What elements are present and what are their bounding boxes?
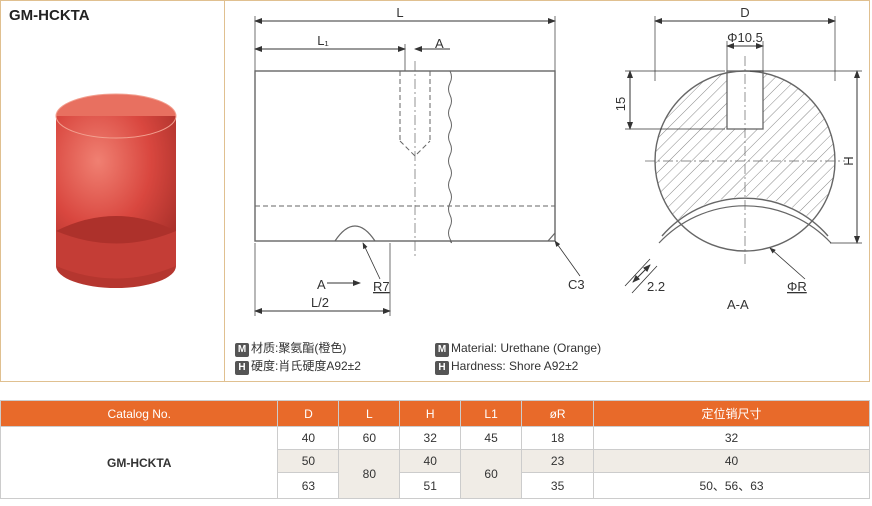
cell: 40 [594, 450, 870, 473]
dim-phiR: ΦR [787, 279, 807, 294]
section-label: A-A [727, 297, 749, 312]
cell: 18 [522, 427, 594, 450]
dim-L: L [396, 5, 403, 20]
dim-L1: L₁ [317, 33, 329, 48]
cell: 50 [278, 450, 339, 473]
table-row: GM-HCKTA 40 60 32 45 18 32 [1, 427, 870, 450]
cell: 40 [400, 450, 461, 473]
dim-C3: C3 [568, 277, 585, 292]
cell-partno: GM-HCKTA [1, 427, 278, 499]
dim-Lhalf: L/2 [311, 295, 329, 310]
th-catalog: Catalog No. [1, 401, 278, 427]
dim-H: H [841, 156, 856, 165]
cell: 80 [339, 450, 400, 499]
dim-15: 15 [613, 97, 628, 111]
dim-A-bottom: A [317, 277, 326, 292]
cell: 35 [522, 473, 594, 499]
cell: 60 [461, 450, 522, 499]
cell: 32 [400, 427, 461, 450]
cell: 40 [278, 427, 339, 450]
dim-phi105: Φ10.5 [727, 30, 763, 45]
cell: 45 [461, 427, 522, 450]
spec-table: Catalog No. D L H L1 øR 定位销尺寸 GM-HCKTA 4… [0, 400, 870, 499]
th-D: D [278, 401, 339, 427]
datasheet-frame: GM-HCKTA [0, 0, 870, 382]
tag-m-icon: M [235, 343, 249, 357]
hard-en: Hardness: Shore A92±2 [451, 359, 578, 373]
top-row: GM-HCKTA [1, 1, 869, 381]
th-oR: øR [522, 401, 594, 427]
materials-block: M材质:聚氨酯(橙色) MMaterial: Urethane (Orange)… [235, 339, 601, 375]
th-pin: 定位销尺寸 [594, 401, 870, 427]
th-H: H [400, 401, 461, 427]
product-cell: GM-HCKTA [1, 1, 225, 381]
th-L: L [339, 401, 400, 427]
dim-D: D [740, 5, 749, 20]
cell: 60 [339, 427, 400, 450]
tag-h-icon: H [235, 361, 249, 375]
th-L1: L1 [461, 401, 522, 427]
mat-en: Material: Urethane (Orange) [451, 341, 601, 355]
tag-h-icon: H [435, 361, 449, 375]
cell: 23 [522, 450, 594, 473]
dim-R7: R7 [373, 279, 390, 294]
cell: 51 [400, 473, 461, 499]
cell: 50、56、63 [594, 473, 870, 499]
cell: 63 [278, 473, 339, 499]
drawing-cell: L L₁ A [225, 1, 869, 381]
table-header-row: Catalog No. D L H L1 øR 定位销尺寸 [1, 401, 870, 427]
hard-cn: 硬度:肖氏硬度A92±2 [251, 359, 361, 373]
cell: 32 [594, 427, 870, 450]
tag-m-icon: M [435, 343, 449, 357]
engineering-drawing: L L₁ A [225, 1, 869, 341]
dim-22: 2.2 [647, 279, 665, 294]
mat-cn: 材质:聚氨酯(橙色) [251, 341, 346, 355]
product-render [41, 91, 191, 301]
product-title: GM-HCKTA [9, 7, 216, 24]
